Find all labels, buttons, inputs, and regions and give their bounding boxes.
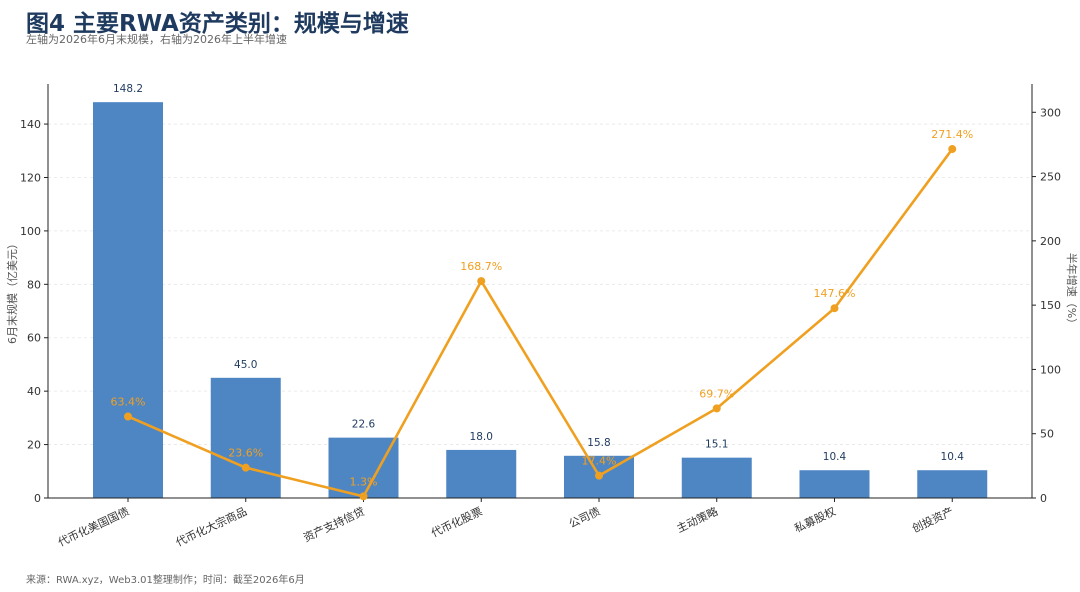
chart-title: 图4 主要RWA资产类别：规模与增速 — [26, 11, 409, 37]
bar-value-label: 10.4 — [823, 451, 847, 463]
category-label: 代币化大宗商品 — [173, 504, 249, 549]
left-tick-label: 40 — [27, 385, 41, 398]
bar — [799, 470, 870, 498]
left-tick-label: 100 — [20, 225, 41, 238]
category-label: 公司债 — [566, 504, 602, 531]
category-label: 主动策略 — [674, 504, 720, 535]
growth-point — [830, 304, 839, 313]
growth-point — [595, 471, 603, 480]
line-layer — [124, 145, 957, 501]
right-tick-label: 300 — [1040, 106, 1061, 119]
growth-value-label: 69.7% — [699, 387, 734, 400]
growth-value-label: 147.6% — [814, 287, 856, 300]
left-tick-label: 120 — [20, 171, 41, 184]
growth-point — [712, 404, 721, 413]
right-tick-label: 100 — [1040, 363, 1061, 376]
left-tick-label: 60 — [27, 332, 41, 345]
bar — [917, 470, 988, 498]
bar-value-label: 18.0 — [470, 431, 493, 443]
right-tick-label: 150 — [1040, 299, 1061, 312]
label-layer: 148.2 45.0 22.6 18.0 15.8 15.1 10.4 10.4 63.4% 23… — [111, 83, 974, 488]
bar — [210, 377, 281, 498]
grid-layer — [48, 123, 1032, 499]
right-tick-label: 0 — [1040, 492, 1047, 505]
left-tick-label: 140 — [20, 118, 41, 131]
bar — [681, 457, 752, 498]
growth-point — [241, 463, 250, 472]
bar — [93, 102, 163, 498]
bar-value-label: 148.2 — [113, 83, 143, 95]
bar — [446, 449, 517, 498]
bar-value-label: 45.0 — [234, 359, 257, 371]
left-tick-label: 80 — [27, 278, 41, 291]
growth-value-label: 23.6% — [228, 447, 263, 460]
left-axis-title: 6月末规模（亿美元） — [5, 238, 19, 344]
category-label: 创投资产 — [910, 504, 956, 535]
right-tick-label: 250 — [1040, 171, 1061, 184]
left-tick-label: 20 — [27, 439, 41, 452]
growth-value-label: 1.3% — [350, 475, 378, 488]
right-tick-label: 50 — [1040, 428, 1054, 441]
bar-value-label: 22.6 — [352, 419, 376, 431]
category-label: 私募股权 — [792, 505, 837, 535]
growth-point — [124, 412, 132, 421]
growth-value-label: 271.4% — [931, 128, 973, 141]
growth-point — [477, 277, 486, 286]
growth-value-label: 63.4% — [111, 395, 146, 408]
bar-value-label: 15.1 — [705, 439, 728, 451]
bar — [328, 437, 399, 498]
growth-point — [948, 145, 957, 154]
chart-subtitle: 左轴为2026年6月末规模，右轴为2026年上半年增速 — [26, 33, 287, 46]
growth-value-label: 168.7% — [460, 260, 502, 273]
bar-value-label: 10.4 — [941, 451, 965, 463]
growth-line — [127, 148, 954, 498]
growth-value-label: 17.4% — [582, 455, 617, 468]
left-tick-label: 0 — [34, 492, 41, 505]
bar-value-label: 15.8 — [587, 437, 610, 449]
category-label: 代币化美国国债 — [56, 504, 132, 549]
source-note: 来源：RWA.xyz，Web3.01整理制作；时间：截至2026年6月 — [26, 575, 305, 586]
growth-point — [359, 492, 368, 501]
bar-layer — [93, 102, 988, 498]
right-tick-label: 200 — [1040, 235, 1061, 248]
category-label: 资产支持信贷 — [301, 504, 367, 545]
right-axis-title: 半年增速（%） — [1065, 253, 1079, 329]
category-label: 代币化股票 — [429, 504, 485, 540]
